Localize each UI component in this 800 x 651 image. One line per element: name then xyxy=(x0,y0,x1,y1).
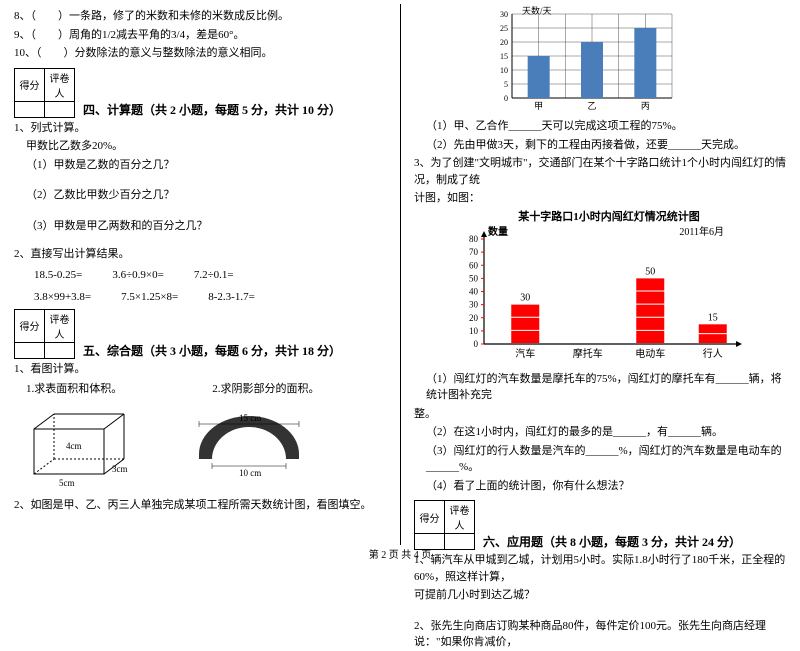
svg-text:乙: 乙 xyxy=(587,101,596,111)
svg-text:数量: 数量 xyxy=(488,225,508,238)
svg-text:电动车: 电动车 xyxy=(635,347,665,360)
svg-text:天数/天: 天数/天 xyxy=(522,6,552,16)
score-label: 得分 xyxy=(415,501,445,534)
r3b: 计图，如图： xyxy=(414,190,786,207)
svg-text:50: 50 xyxy=(469,273,479,283)
s5-q1b: 2.求阴影部分的面积。 xyxy=(212,381,319,398)
section-4-title: 四、计算题（共 2 小题，每题 5 分，共计 10 分） xyxy=(83,101,341,118)
cuboid-figure: 4cm 3cm 5cm xyxy=(14,404,144,489)
s4-q1: 1、列式计算。 xyxy=(14,120,386,137)
svg-text:70: 70 xyxy=(469,247,479,257)
svg-text:10: 10 xyxy=(500,66,508,75)
svg-text:30: 30 xyxy=(520,292,530,303)
section-5-title: 五、综合题（共 3 小题，每题 6 分，共计 18 分） xyxy=(83,342,341,359)
calc-item: 7.2÷0.1= xyxy=(194,269,234,281)
grader-label: 评卷人 xyxy=(45,309,75,342)
svg-text:25: 25 xyxy=(500,24,508,33)
s5-q1: 1、看图计算。 xyxy=(14,361,386,378)
arch-outer: 15 cm xyxy=(239,413,261,423)
q10: 10、（ ）分数除法的意义与整数除法的意义相同。 xyxy=(14,45,386,62)
s5-q1a: 1.求表面积和体积。 xyxy=(26,381,122,398)
svg-text:丙: 丙 xyxy=(641,101,650,111)
svg-text:40: 40 xyxy=(469,286,479,296)
svg-text:2011年6月: 2011年6月 xyxy=(679,225,724,238)
score-label: 得分 xyxy=(15,68,45,101)
arch-inner: 10 cm xyxy=(239,468,261,478)
page-footer: 第 2 页 共 4 页 xyxy=(0,546,800,561)
left-column: 8、（ ）一条路，修了的米数和未修的米数成反比例。 9、（ ）周角的1/2减去平… xyxy=(0,0,400,545)
calc-item: 8-2.3-1.7= xyxy=(208,291,255,303)
right-column: 天数/天 0 5 10 15 20 25 30 甲 乙 丙 （1）甲、乙合作______天可以完成这… xyxy=(400,0,800,545)
svg-text:行人: 行人 xyxy=(703,347,723,360)
svg-text:15: 15 xyxy=(708,312,718,323)
svg-text:60: 60 xyxy=(469,260,479,270)
score-box-5: 得分 评卷人 五、综合题（共 3 小题，每题 6 分，共计 18 分） xyxy=(14,309,386,359)
s6-q1b: 可提前几小时到达乙城？ xyxy=(414,587,786,604)
c2-q4: （4）看了上面的统计图，你有什么想法？ xyxy=(426,478,786,495)
c2-q1a: （1）闯红灯的汽车数量是摩托车的75%，闯红灯的摩托车有______辆，将统计图… xyxy=(426,371,786,404)
s6-q2: 2、张先生向商店订购某种商品80件，每件定价100元。张先生向商店经理说："如果… xyxy=(414,618,786,651)
svg-text:摩托车: 摩托车 xyxy=(573,347,603,360)
svg-text:某十字路口1小时内闯红灯情况统计图: 某十字路口1小时内闯红灯情况统计图 xyxy=(517,209,700,223)
svg-text:甲: 甲 xyxy=(534,101,543,111)
cuboid-h: 4cm xyxy=(66,441,82,451)
c2-q2: （2）在这1小时内，闯红灯的最多的是______，有______辆。 xyxy=(426,424,786,441)
cuboid-w: 5cm xyxy=(59,478,75,488)
calc-item: 3.8×99+3.8= xyxy=(34,291,91,303)
svg-text:30: 30 xyxy=(500,10,508,19)
s4-q1c: （2）乙数比甲数少百分之几？ xyxy=(26,187,386,204)
svg-text:30: 30 xyxy=(469,299,479,309)
r3a: 3、为了创建"文明城市"，交通部门在某个十字路口统计1个小时内闯红灯的情况，制成… xyxy=(414,155,786,188)
s4-q1d: （3）甲数是甲乙两数和的百分之几？ xyxy=(26,218,386,235)
score-label: 得分 xyxy=(15,309,45,342)
svg-text:20: 20 xyxy=(500,38,508,47)
s5-q2: 2、如图是甲、乙、丙三人单独完成某项工程所需天数统计图，看图填空。 xyxy=(14,497,386,514)
r1: （1）甲、乙合作______天可以完成这项工程的75%。 xyxy=(426,118,786,135)
svg-text:80: 80 xyxy=(469,234,479,244)
arch-figure: 15 cm 10 cm xyxy=(184,404,314,489)
calc-item: 7.5×1.25×8= xyxy=(121,291,178,303)
q9: 9、（ ）周角的1/2减去平角的3/4，差是60°。 xyxy=(14,27,386,44)
svg-text:汽车: 汽车 xyxy=(515,347,535,360)
calc-item: 3.6÷0.9×0= xyxy=(112,269,163,281)
svg-text:0: 0 xyxy=(474,339,479,349)
svg-text:50: 50 xyxy=(645,266,655,277)
calc-row-2: 3.8×99+3.8= 7.5×1.25×8= 8-2.3-1.7= xyxy=(34,291,386,303)
grader-label: 评卷人 xyxy=(445,501,475,534)
grader-cell xyxy=(45,342,75,358)
s4-q2: 2、直接写出计算结果。 xyxy=(14,246,386,263)
q8: 8、（ ）一条路，修了的米数和未修的米数成反比例。 xyxy=(14,8,386,25)
days-bar-chart: 天数/天 0 5 10 15 20 25 30 甲 乙 丙 xyxy=(474,6,694,116)
r2: （2）先由甲做3天，剩下的工程由丙接着做，还要______天完成。 xyxy=(426,137,786,154)
score-box-4: 得分 评卷人 四、计算题（共 2 小题，每题 5 分，共计 10 分） xyxy=(14,68,386,118)
score-cell xyxy=(15,101,45,117)
s4-q1b: （1）甲数是乙数的百分之几？ xyxy=(26,157,386,174)
c2-q3: （3）闯红灯的行人数量是汽车的______%，闯红灯的汽车数量是电动车的____… xyxy=(426,443,786,476)
grader-cell xyxy=(45,101,75,117)
svg-text:0: 0 xyxy=(504,94,508,103)
s4-q1a: 甲数比乙数多20%。 xyxy=(26,138,386,155)
svg-text:20: 20 xyxy=(469,312,479,322)
cuboid-d: 3cm xyxy=(112,464,128,474)
score-box-6: 得分 评卷人 六、应用题（共 8 小题，每题 3 分，共计 24 分） xyxy=(414,500,786,550)
c2-q1b: 整。 xyxy=(414,406,786,423)
svg-text:10: 10 xyxy=(469,325,479,335)
calc-row-1: 18.5-0.25= 3.6÷0.9×0= 7.2÷0.1= xyxy=(34,269,386,281)
grader-label: 评卷人 xyxy=(45,68,75,101)
svg-text:15: 15 xyxy=(500,52,508,61)
svg-text:5: 5 xyxy=(504,80,508,89)
score-cell xyxy=(15,342,45,358)
traffic-bar-chart: 某十字路口1小时内闯红灯情况统计图 2011年6月 数量 0 10 20 30 40 50 60 7… xyxy=(434,209,774,369)
calc-item: 18.5-0.25= xyxy=(34,269,82,281)
